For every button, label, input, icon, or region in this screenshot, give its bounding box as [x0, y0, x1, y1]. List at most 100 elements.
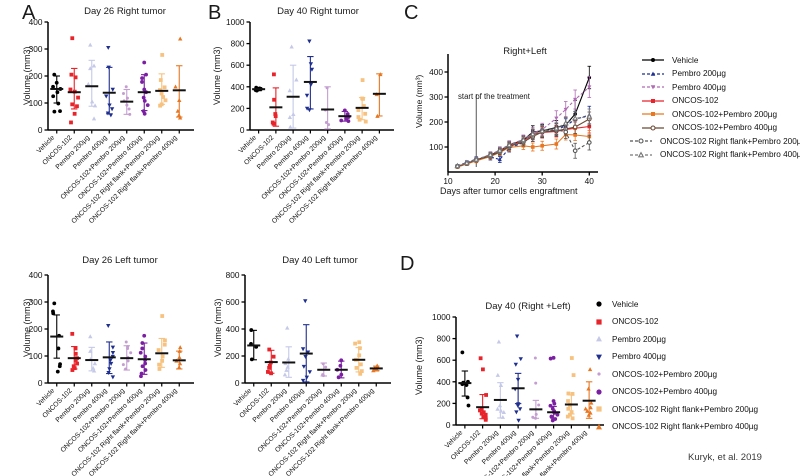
data-point — [548, 356, 553, 361]
data-point — [498, 382, 504, 387]
panel-f-ylabel: Volume (mm3) — [213, 298, 223, 357]
legend-item-d-6[interactable]: ONCOS-102 Right flank+Pembro 200µg — [592, 404, 758, 414]
data-point — [73, 346, 78, 351]
data-point — [588, 405, 593, 410]
legend-symbol-d — [596, 301, 602, 307]
legend-label-2: Pembro 400µg — [672, 82, 726, 92]
y-tick-label: 200 — [429, 117, 443, 127]
data-point — [287, 114, 293, 119]
legend-item-7[interactable]: ONCOS-102 Right flank+Pembro 400µg — [628, 150, 800, 160]
panel-c-letter: C — [404, 2, 419, 24]
legend-marker-d-4 — [597, 372, 601, 376]
data-point — [126, 359, 130, 363]
data-point — [353, 341, 358, 346]
data-point — [339, 372, 344, 377]
legend-item-d-1[interactable]: ONCOS-102 — [592, 317, 658, 327]
data-point — [175, 108, 180, 113]
legend-item-d-3[interactable]: Pembro 400µg — [592, 352, 666, 362]
panel-c-plot: 100 200 300 400 10 20 30 40 — [429, 54, 598, 186]
panel-d: D Day 40 (Right +Left) Volume (mm3) 0 200… — [400, 253, 800, 476]
legend-item-d-4[interactable]: ONCOS-102+Pembro 200µg — [592, 369, 717, 379]
legend-symbol — [638, 138, 644, 144]
data-point — [588, 410, 593, 415]
y-tick-label: 400 — [29, 17, 43, 27]
legend-item-5[interactable]: ONCOS-102+Pembro 400µg — [640, 123, 777, 133]
legend-symbol — [651, 98, 655, 103]
data-point — [344, 116, 349, 121]
legend-label-4: ONCOS-102+Pembro 200µg — [672, 109, 778, 119]
data-point — [140, 80, 144, 84]
legend-item-2[interactable]: Pembro 400µg — [640, 82, 726, 92]
legend-marker-d-6 — [596, 406, 602, 412]
legend-symbol-d — [596, 406, 602, 412]
legend-symbol — [650, 71, 656, 76]
data-point — [72, 111, 77, 116]
data-point — [54, 80, 59, 85]
legend-marker-1 — [642, 71, 664, 76]
legend-item-3[interactable]: ONCOS-102 — [640, 96, 718, 106]
series-marker — [473, 156, 480, 162]
data-point — [160, 314, 165, 318]
y-tick-label: 0 — [446, 420, 451, 430]
data-point — [308, 82, 314, 87]
data-point — [308, 62, 314, 67]
data-point — [138, 350, 143, 355]
data-point — [305, 350, 311, 355]
data-point — [375, 113, 380, 118]
legend-item-1[interactable]: Pembro 200µg — [640, 69, 726, 79]
legend-item-d-0[interactable]: Vehicle — [592, 299, 638, 309]
data-point — [533, 356, 537, 360]
data-point — [548, 403, 553, 408]
data-point — [309, 67, 315, 72]
data-point — [288, 124, 293, 129]
data-point — [105, 111, 111, 116]
data-point — [359, 369, 364, 374]
legend-item-4[interactable]: ONCOS-102+Pembro 200µg — [640, 109, 777, 119]
legend-item-0[interactable]: Vehicle — [640, 55, 698, 65]
data-point — [324, 120, 328, 124]
legend-item-d-2[interactable]: Pembro 200µg — [592, 334, 666, 344]
legend-symbol — [650, 85, 656, 90]
data-point — [321, 362, 325, 366]
data-point — [173, 84, 178, 89]
data-point — [141, 95, 146, 100]
data-point — [104, 94, 109, 99]
data-point — [321, 374, 325, 378]
panel-b-title: Day 40 Right tumor — [277, 6, 359, 17]
data-point — [249, 328, 254, 332]
data-point — [286, 356, 291, 361]
y-tick-label: 800 — [231, 39, 245, 49]
panel-b-plot: 02004006008001000VehicleONCOS-102Pembro … — [226, 17, 394, 225]
panel-e-title: Day 26 Left tumor — [82, 255, 158, 266]
y-tick-label: 1000 — [432, 312, 451, 322]
series-marker — [587, 85, 592, 90]
treatment-start-annotation: start of the treatment — [458, 92, 530, 101]
data-point — [272, 97, 277, 102]
data-point — [514, 410, 519, 415]
series-marker — [529, 130, 536, 137]
data-point — [161, 95, 166, 99]
legend-item-6[interactable]: ONCOS-102 Right flank+Pembro 200µg — [628, 136, 800, 146]
legend-label-d-1: ONCOS-102 — [612, 317, 659, 326]
y-tick-label: 600 — [231, 60, 245, 70]
y-tick-label: 1000 — [226, 17, 245, 27]
data-point — [356, 115, 361, 119]
legend-symbol-d — [596, 354, 602, 360]
legend-item-d-7[interactable]: ONCOS-102 Right flank+Pembro 400µg — [592, 422, 758, 432]
legend-item-d-5[interactable]: ONCOS-102+Pembro 400µg — [592, 387, 717, 397]
data-point — [160, 358, 165, 363]
data-point — [52, 109, 57, 114]
data-point — [371, 368, 376, 373]
data-point — [91, 63, 97, 68]
legend-symbol — [650, 124, 656, 131]
data-point — [478, 408, 482, 413]
data-point — [495, 372, 501, 377]
data-point — [304, 93, 310, 98]
data-point — [266, 370, 270, 374]
legend-symbol-d — [597, 372, 601, 376]
legend-label-5: ONCOS-102+Pembro 400µg — [672, 123, 778, 132]
data-point — [585, 408, 590, 413]
data-point — [552, 401, 557, 406]
